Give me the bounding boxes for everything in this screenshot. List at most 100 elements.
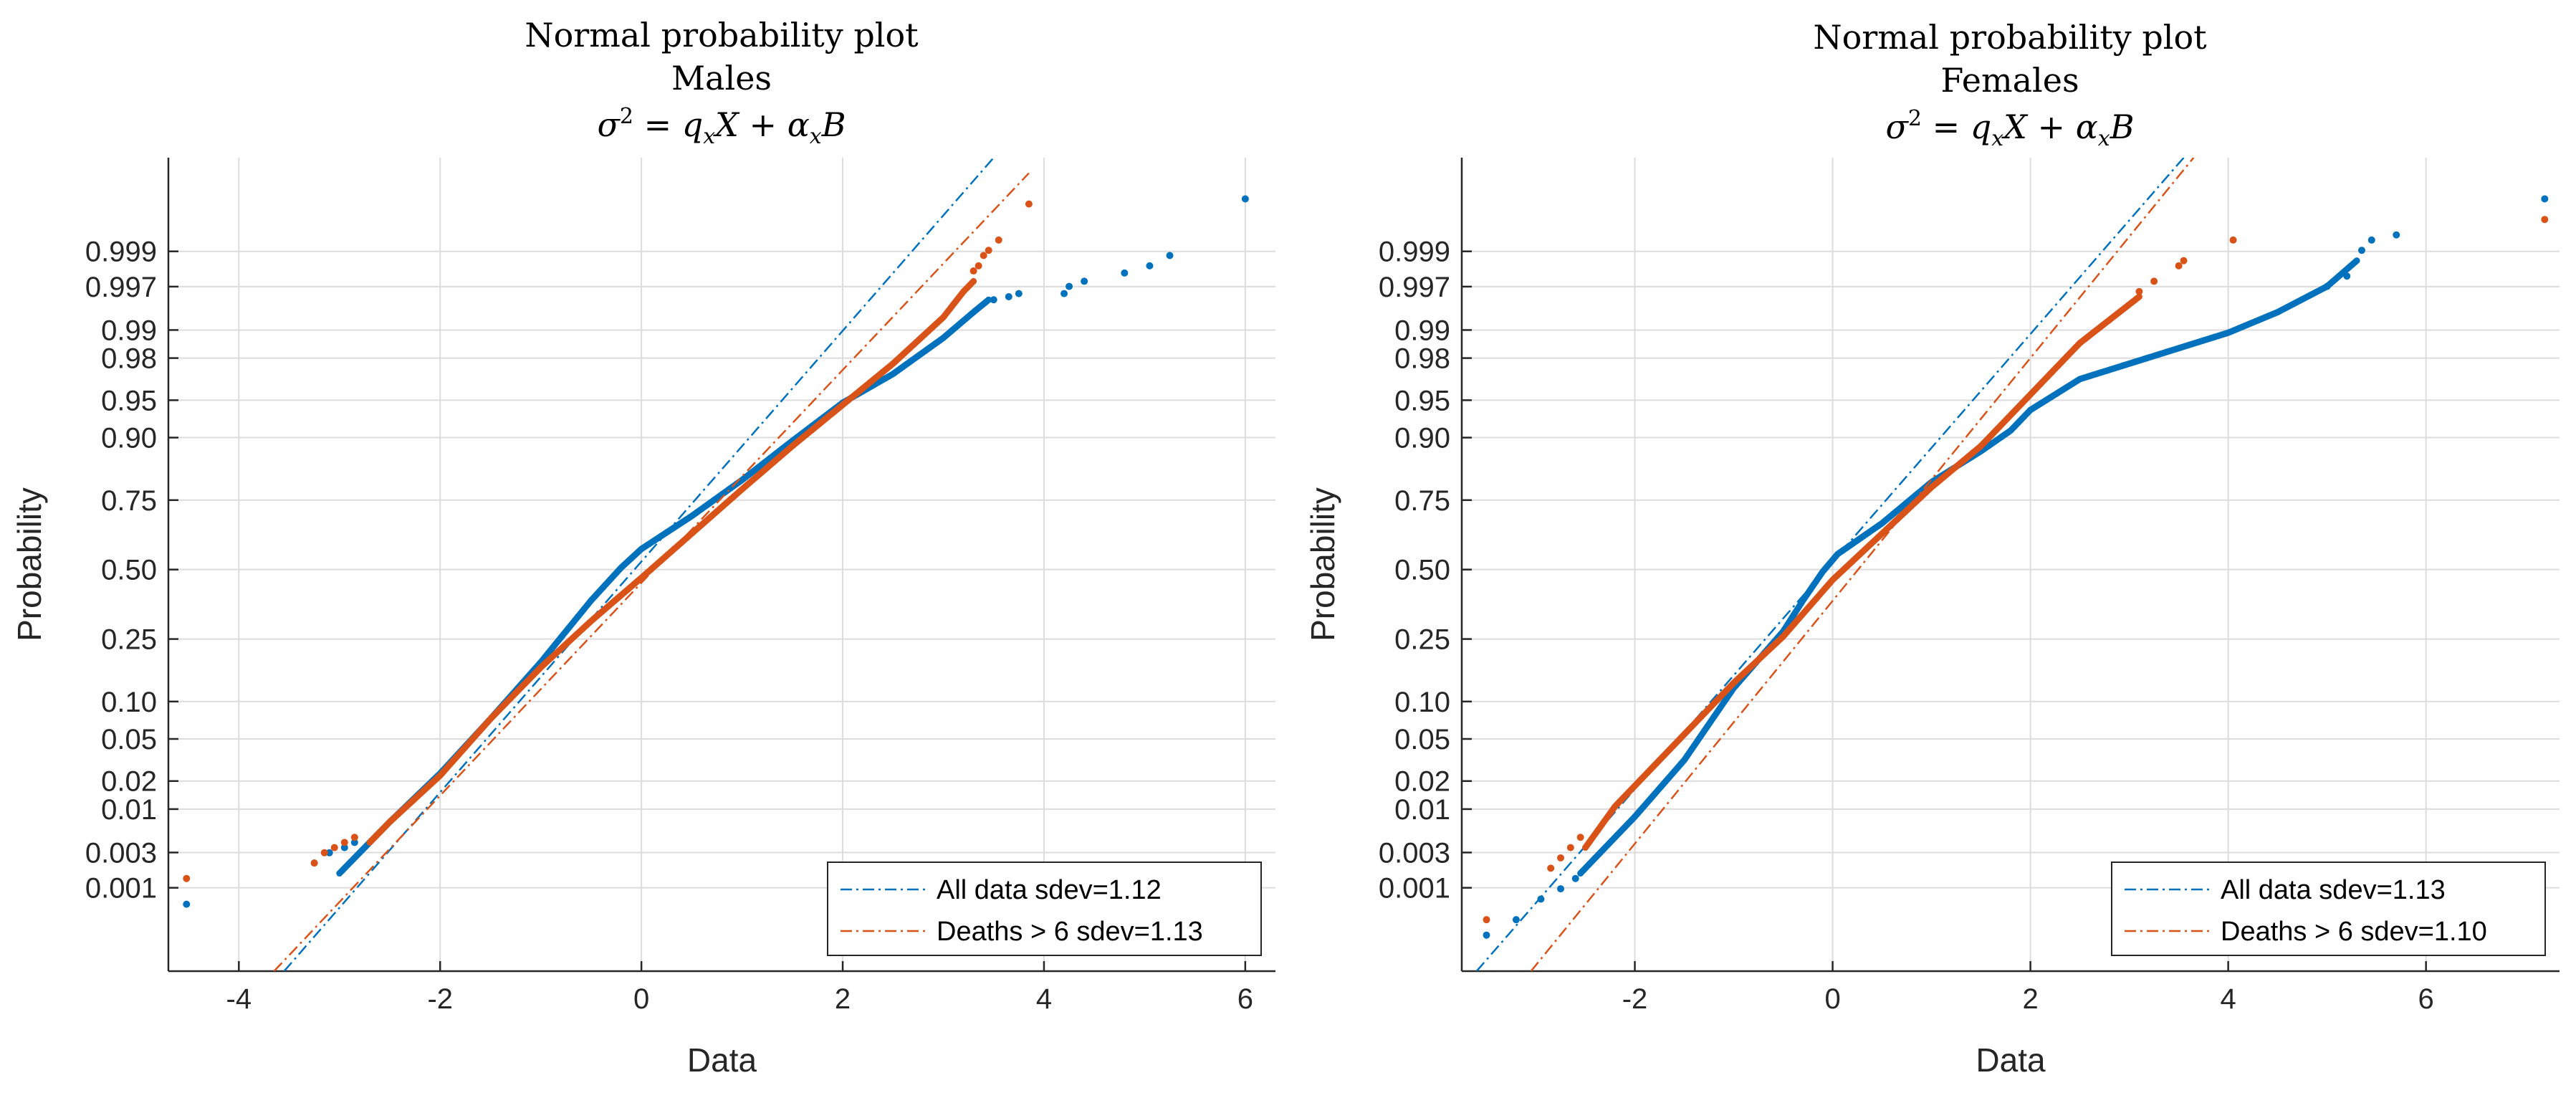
x-tick-label: 0	[633, 983, 649, 1015]
y-tick-label: 0.75	[1394, 485, 1450, 517]
data-point	[1025, 200, 1033, 208]
data-point	[2393, 231, 2400, 239]
data-point	[325, 849, 333, 856]
data-point	[310, 859, 318, 867]
data-point	[350, 839, 358, 846]
data-point	[2135, 293, 2142, 300]
series-deaths	[183, 172, 1033, 971]
data-point	[1081, 277, 1088, 285]
chart-title-line: Males	[671, 59, 772, 97]
x-tick-label: 2	[835, 983, 851, 1015]
chart-title-line: Normal probability plot	[525, 16, 919, 54]
legend-label: Deaths > 6 sdev=1.10	[2221, 917, 2487, 947]
x-tick-label: 6	[1237, 983, 1253, 1015]
data-point	[1576, 834, 1584, 841]
y-tick-label: 0.001	[1379, 873, 1450, 905]
formula-part: x	[703, 124, 715, 149]
grid	[1462, 158, 2560, 971]
data-point	[970, 277, 977, 285]
legend-box	[2111, 861, 2546, 956]
data-point	[1241, 195, 1249, 203]
y-tick-label: 0.50	[101, 555, 157, 586]
plot-area	[183, 158, 1249, 971]
data-point	[1547, 864, 1555, 872]
y-tick-label: 0.02	[1394, 766, 1450, 798]
data-point	[1121, 269, 1129, 277]
x-tick-label: 6	[2418, 983, 2434, 1015]
data-point	[1060, 290, 1068, 297]
data-point	[1566, 844, 1574, 851]
chart-title-formula: σ2 = qxX + αxB	[1885, 106, 2134, 151]
data-point	[350, 834, 358, 841]
chart-title-formula: σ2 = qxX + αxB	[597, 104, 846, 149]
data-point	[2175, 262, 2183, 269]
data-point	[1146, 262, 1154, 269]
data-point	[1005, 292, 1012, 300]
formula-part: +	[2027, 108, 2076, 146]
data-point	[990, 296, 997, 304]
data-point	[1483, 916, 1490, 924]
y-tick-label: 0.001	[85, 873, 157, 905]
y-tick-label: 0.05	[1394, 724, 1450, 755]
formula-part: 2	[1908, 106, 1922, 131]
data-point	[1512, 916, 1520, 924]
formula-part: q	[682, 105, 703, 144]
data-point	[985, 296, 992, 303]
formula-part: =	[633, 105, 682, 144]
formula-part: x	[2098, 126, 2110, 151]
legend: All data sdev=1.13 Deaths > 6 sdev=1.10	[2111, 861, 2546, 956]
y-tick-label: 0.99	[101, 315, 157, 346]
y-tick-label: 0.95	[1394, 385, 1450, 416]
series-all	[183, 158, 1249, 971]
legend-box	[827, 861, 1262, 956]
fit-line-deaths	[1530, 158, 2195, 971]
data-point	[183, 900, 191, 908]
x-tick-label: 0	[1824, 983, 1840, 1015]
formula-part: x	[810, 124, 822, 149]
formula-part: B	[2110, 108, 2135, 146]
chart-females: -2 0 2 4 6 0.001 0.003 0.010.02 0.05 0.10 0.25 0.50…	[1304, 18, 2560, 1079]
data-point	[1483, 931, 1490, 939]
legend-label: Deaths > 6 sdev=1.13	[937, 917, 1203, 947]
formula-part: α	[2076, 108, 2098, 146]
data-point	[1166, 252, 1174, 259]
grid	[168, 158, 1275, 971]
data-point	[969, 267, 977, 275]
y-tick-label: 0.997	[1379, 272, 1450, 303]
data-point	[330, 844, 338, 851]
data-point	[2323, 282, 2331, 290]
y-tick-label: 0.997	[85, 272, 157, 303]
data-point	[340, 844, 348, 851]
data-point	[975, 262, 982, 269]
y-tick-label: 0.90	[1394, 423, 1450, 454]
data-point	[2135, 287, 2143, 295]
formula-part: =	[1922, 108, 1971, 146]
x-tick-label: -2	[427, 983, 453, 1015]
series-all	[1475, 158, 2549, 971]
series-deaths	[1483, 158, 2549, 971]
chart-title-line: Females	[1940, 61, 2079, 100]
data-point	[1066, 282, 1073, 290]
chart-males: -4 -2 0 2 4 6 0.001 0.003 0.010.02 0.05 0.10 0.25 0.…	[11, 16, 1275, 1079]
x-tick-label: 2	[2022, 983, 2038, 1015]
data-point	[2353, 257, 2360, 264]
y-tick-label: 0.999	[85, 237, 157, 268]
fit-line-all	[283, 158, 995, 971]
data-point	[985, 247, 992, 254]
y-tick-label: 0.10	[1394, 687, 1450, 718]
data-point	[340, 839, 348, 846]
data-point	[1557, 885, 1565, 893]
data-point	[2343, 272, 2351, 280]
y-tick-label: 0.02	[101, 766, 157, 798]
y-tick-label: 0.95	[101, 385, 157, 416]
y-tick-label: 0.99	[1394, 315, 1450, 346]
y-tick-label: 0.50	[1394, 555, 1450, 586]
y-tick-label: 0.98	[101, 343, 157, 375]
y-tick-label: 0.01	[101, 794, 157, 826]
y-tick-label: 0.003	[1379, 837, 1450, 869]
data-point	[2541, 216, 2549, 224]
y-tick-label: 0.05	[101, 724, 157, 755]
y-tick-label: 0.003	[85, 837, 157, 869]
y-tick-label: 0.98	[1394, 343, 1450, 375]
